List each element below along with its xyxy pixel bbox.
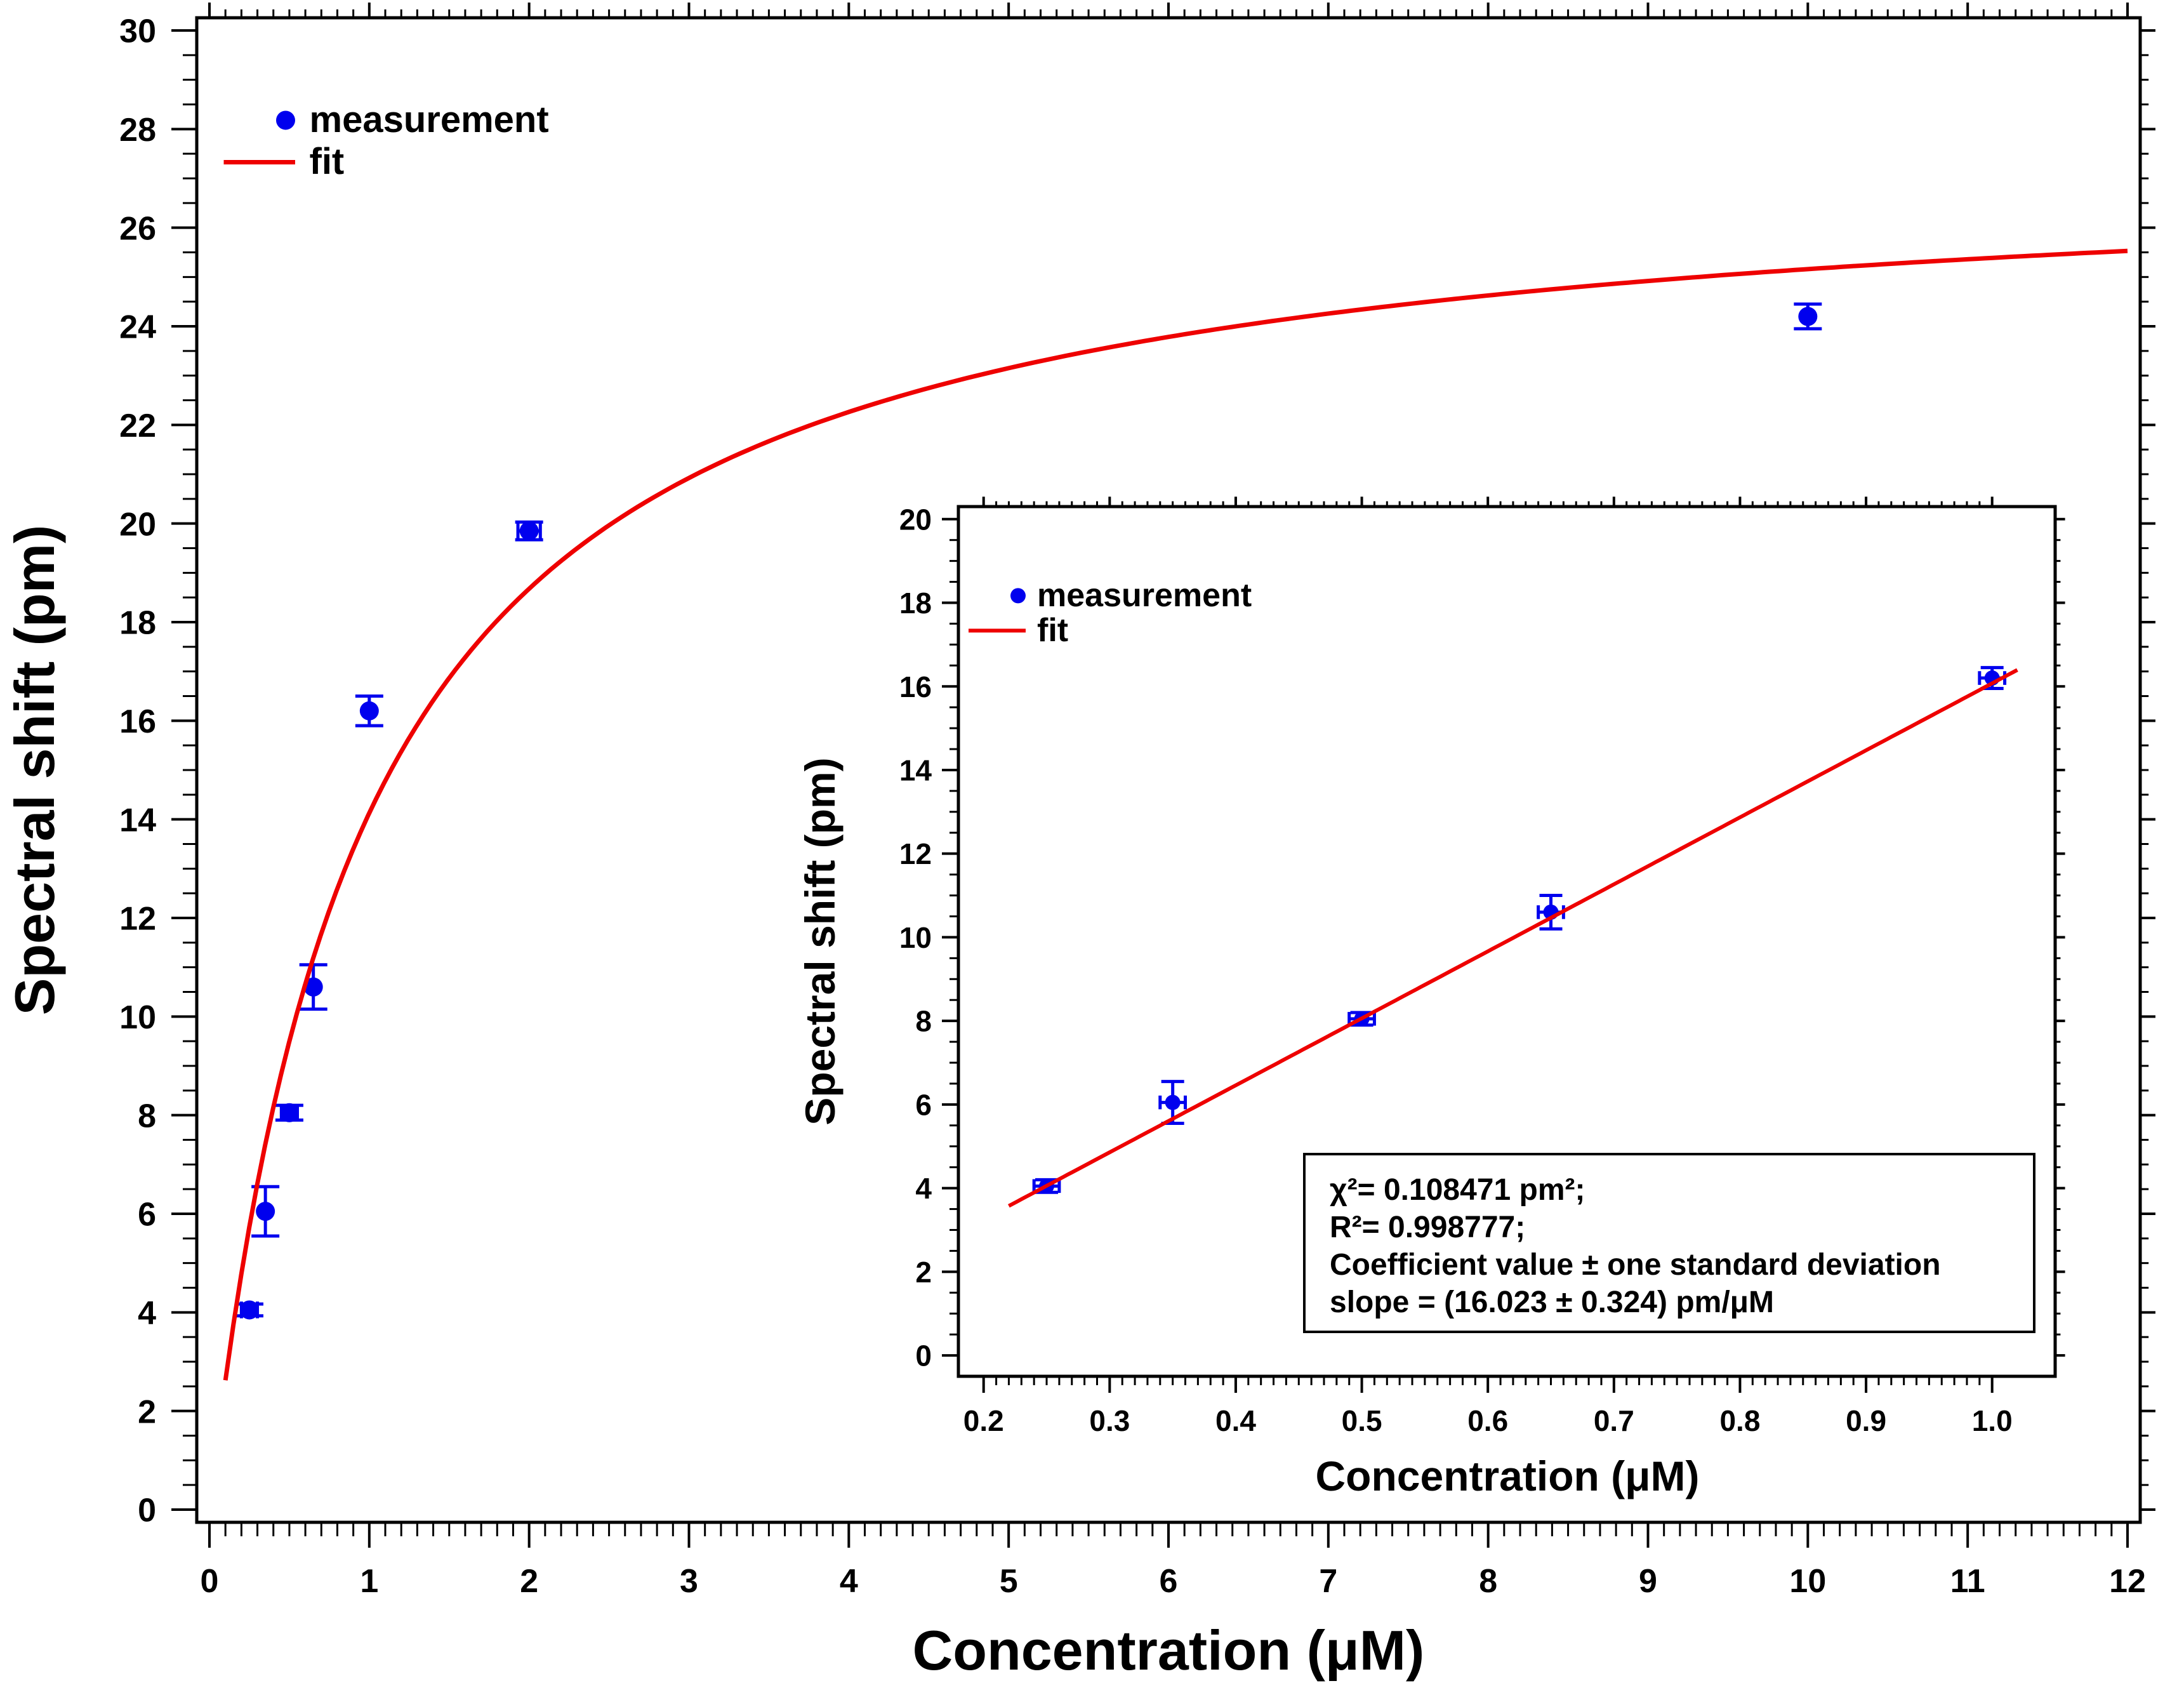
inset-y-tick-label: 8 [915,1005,932,1038]
inset-x-tick-label: 0.3 [1089,1404,1130,1437]
inset-x-axis-label: Concentration (μM) [1316,1452,1700,1499]
main-data-point [515,520,543,542]
inset-x-tick-label: 0.8 [1719,1404,1760,1437]
inset-y-tick-label: 12 [899,837,932,870]
main-x-tick-label: 2 [520,1563,538,1600]
main-y-tick-label: 10 [119,999,156,1036]
main-y-tick-label: 26 [119,210,156,247]
inset-x-tick-label: 0.7 [1594,1404,1634,1437]
main-x-tick-label: 11 [1950,1563,1985,1600]
main-y-tick-label: 14 [119,802,156,839]
inset-fit-stats-line4: slope = (16.023 ± 0.324) pm/μM [1330,1286,1774,1319]
main-x-tick-label: 4 [840,1563,858,1600]
inset-fit-stats-line3: Coefficient value ± one standard deviati… [1330,1248,1941,1282]
main-x-tick-label: 12 [2109,1563,2146,1600]
main-y-tick-label: 28 [119,112,156,149]
inset-data-point [1158,1080,1188,1126]
inset-fit-line [1008,668,2018,1208]
main-y-tick-label: 18 [119,605,156,642]
main-data-point [355,694,383,728]
main-y-tick-label: 22 [119,408,156,444]
inset-y-tick-label: 10 [899,921,932,954]
inset-legend-label-fit: fit [1037,612,1068,649]
inset-fit-stats-line1: χ²= 0.108471 pm²; [1330,1173,1585,1207]
inset-y-tick-label: 2 [915,1256,932,1289]
main-y-tick-label: 8 [138,1098,156,1134]
main-y-tick-label: 16 [119,703,156,740]
inset-x-tick-label: 0.2 [963,1404,1004,1437]
main-measurement-marker [303,977,323,997]
main-y-tick-label: 4 [138,1295,156,1332]
inset-y-tick-label: 4 [915,1172,932,1205]
inset-legend-marker-measurement [1010,588,1026,604]
main-y-tick-label: 30 [119,13,156,50]
main-y-tick-label: 12 [119,901,156,938]
inset-y-tick-label: 0 [915,1339,932,1372]
inset-y-tick-label: 20 [899,503,932,536]
inset-legend-label-measurement: measurement [1037,577,1252,614]
inset-y-axis-label: Spectral shift (pm) [797,757,844,1125]
inset-y-tick-label: 6 [915,1088,932,1121]
main-measurement-marker [519,521,539,541]
main-fit-line [223,248,2128,1381]
main-measurement-marker [359,701,379,721]
main-y-tick-label: 24 [119,309,156,346]
inset-fit-stats-frame [1303,1153,2035,1333]
inset-fit-stats-box: χ²= 0.108471 pm²; R²= 0.998777; Coefficien… [1303,1153,2035,1333]
inset-x-tick-label: 0.5 [1342,1404,1382,1437]
inset-measurement-marker [1165,1094,1181,1110]
main-measurement-marker [256,1202,275,1221]
main-y-tick-label: 20 [119,506,156,543]
main-legend-label-measurement: measurement [310,99,549,140]
main-legend-marker-measurement [276,110,295,130]
main-x-tick-label: 9 [1639,1563,1657,1600]
main-x-tick-label: 0 [201,1563,219,1600]
main-x-tick-label: 6 [1160,1563,1178,1600]
inset-chart: 0.2 0.3 0.4 0.5 0.6 0.7 0.8 0.9 1.0 0 2 4 6 8 10 12 14 16… [797,496,2065,1499]
main-x-tick-label: 10 [1789,1563,1826,1600]
main-measurement-marker [239,1300,259,1320]
main-y-tick-label: 0 [138,1492,156,1529]
main-x-tick-label: 8 [1479,1563,1497,1600]
main-y-tick-label: 2 [138,1393,156,1430]
main-x-tick-label: 1 [360,1563,378,1600]
main-x-tick-label: 7 [1319,1563,1337,1600]
main-data-point [251,1185,280,1238]
main-y-tick-label: 6 [138,1197,156,1233]
main-x-tick-label: 5 [1000,1563,1018,1600]
main-measurement-marker [1798,307,1818,326]
main-y-axis-label: Spectral shift (pm) [3,525,66,1016]
main-data-point [235,1300,263,1320]
main-legend-label-fit: fit [310,141,345,182]
main-x-tick-label: 3 [680,1563,698,1600]
inset-x-tick-label: 1.0 [1972,1404,2013,1437]
main-x-axis-label: Concentration (μM) [913,1619,1425,1682]
inset-y-tick-label: 18 [899,587,932,620]
main-data-point [1794,302,1822,331]
inset-x-tick-label: 0.4 [1215,1404,1256,1437]
inset-y-tick-label: 14 [899,754,932,787]
inset-x-tick-label: 0.9 [1846,1404,1886,1437]
inset-fit-stats-line2: R²= 0.998777; [1330,1211,1525,1244]
main-data-point [275,1103,303,1122]
main-measurement-marker [279,1103,299,1122]
inset-y-tick-label: 16 [899,670,932,703]
inset-x-tick-label: 0.6 [1467,1404,1508,1437]
